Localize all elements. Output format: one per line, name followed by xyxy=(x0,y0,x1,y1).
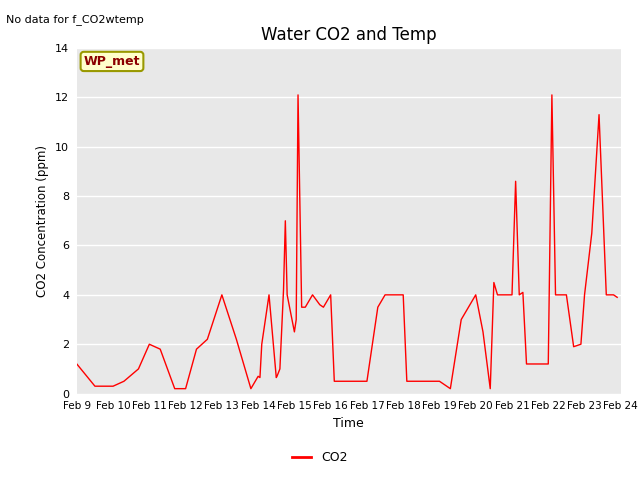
Text: No data for f_CO2wtemp: No data for f_CO2wtemp xyxy=(6,14,144,25)
Text: WP_met: WP_met xyxy=(84,55,140,68)
Title: Water CO2 and Temp: Water CO2 and Temp xyxy=(261,25,436,44)
X-axis label: Time: Time xyxy=(333,417,364,430)
Legend: CO2: CO2 xyxy=(287,446,353,469)
Y-axis label: CO2 Concentration (ppm): CO2 Concentration (ppm) xyxy=(36,145,49,297)
